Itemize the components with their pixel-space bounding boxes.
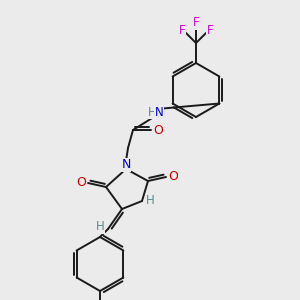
- Text: H: H: [96, 220, 104, 233]
- Text: F: F: [179, 25, 185, 38]
- Text: O: O: [76, 176, 86, 190]
- Text: O: O: [168, 170, 178, 184]
- Text: H: H: [148, 106, 156, 118]
- Text: F: F: [207, 25, 213, 38]
- Text: H: H: [146, 194, 154, 208]
- Text: F: F: [193, 16, 199, 29]
- Text: N: N: [121, 158, 131, 172]
- Text: O: O: [153, 124, 163, 136]
- Text: N: N: [154, 106, 164, 118]
